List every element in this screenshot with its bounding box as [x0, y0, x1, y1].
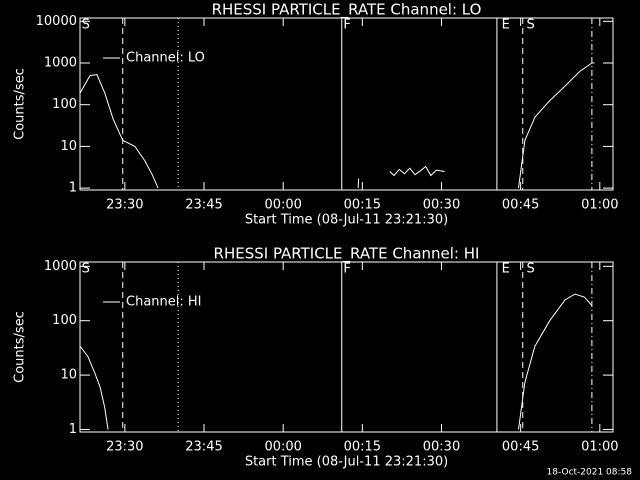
x-tick-label: 01:00 [581, 440, 618, 455]
x-tick-label: 00:00 [264, 440, 301, 455]
x-tick-label: 00:15 [344, 198, 381, 213]
marker-label: F [343, 262, 350, 277]
x-tick-label: 00:30 [423, 198, 460, 213]
x-tick-label: 00:30 [423, 440, 460, 455]
data-line [79, 293, 593, 430]
marker-label: F [343, 18, 350, 33]
y-tick-label: 10 [60, 139, 77, 154]
marker-label: E [502, 262, 510, 277]
x-tick-label: 23:30 [106, 440, 143, 455]
x-axis-label: Start Time (08-Jul-11 23:21:30) [245, 213, 448, 228]
x-tick-label: 00:15 [344, 440, 381, 455]
x-tick-label: 23:30 [106, 198, 143, 213]
plot-frame [79, 261, 614, 433]
y-tick-label: 1 [69, 422, 77, 437]
x-tick-label: 00:00 [264, 198, 301, 213]
x-tick-label: 23:45 [185, 440, 222, 455]
y-axis-label: Counts/sec [13, 311, 28, 383]
y-tick-label: 10 [60, 368, 77, 383]
chart-title: RHESSI PARTICLE_RATE Channel: LO [212, 1, 482, 20]
legend-label: Channel: HI [126, 295, 202, 310]
plot-frame [79, 17, 614, 191]
marker-label: S [82, 18, 90, 33]
y-tick-label: 1 [69, 181, 77, 196]
marker-label: S [526, 262, 534, 277]
legend-label: Channel: LO [126, 51, 205, 66]
y-tick-label: 10000 [36, 14, 77, 29]
data-line [79, 62, 595, 189]
marker-label: S [82, 262, 90, 277]
x-tick-label: 00:45 [502, 198, 539, 213]
y-axis-label: Counts/sec [13, 68, 28, 140]
y-tick-label: 1000 [44, 259, 77, 274]
footer: 18-Oct-2021 08:58 [547, 468, 633, 478]
x-axis-label: Start Time (08-Jul-11 23:21:30) [245, 455, 448, 470]
marker-label: S [526, 18, 534, 33]
x-tick-label: 01:00 [581, 198, 618, 213]
y-tick-label: 1000 [44, 55, 77, 70]
marker-label: E [502, 18, 510, 33]
y-tick-label: 100 [52, 97, 77, 112]
x-tick-label: 00:45 [502, 440, 539, 455]
x-tick-label: 23:45 [185, 198, 222, 213]
y-tick-label: 100 [52, 313, 77, 328]
chart-title: RHESSI PARTICLE_RATE Channel: HI [214, 245, 480, 264]
